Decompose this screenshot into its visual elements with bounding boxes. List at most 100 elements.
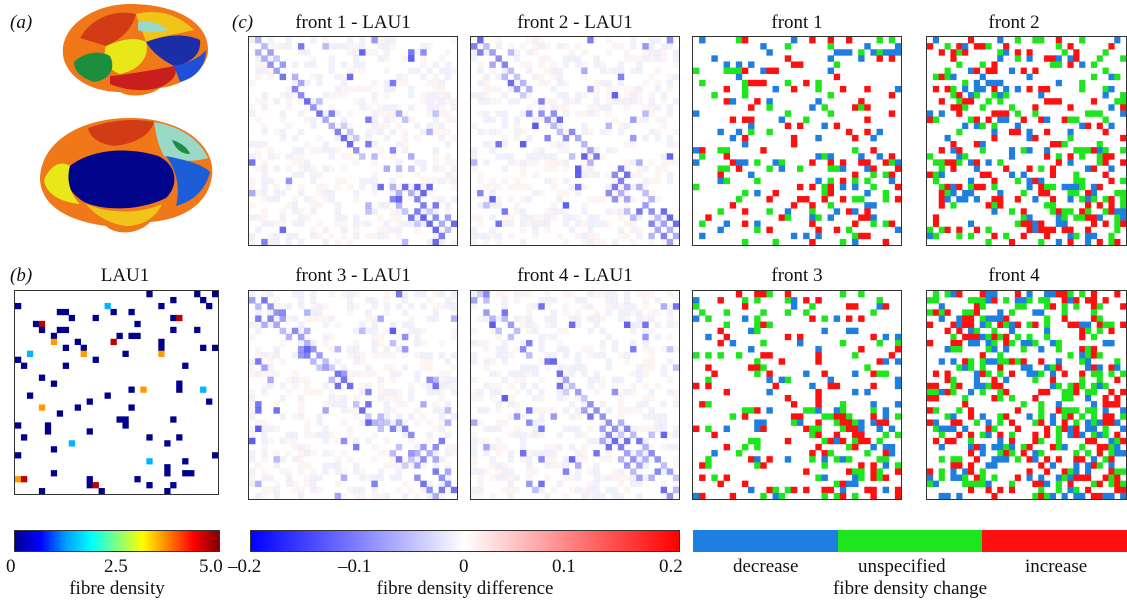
matrix-cell bbox=[255, 492, 262, 499]
matrix-cell bbox=[44, 428, 52, 435]
matrix-cell bbox=[359, 104, 366, 111]
matrix-cell bbox=[426, 183, 433, 191]
matrix-cell bbox=[630, 309, 637, 316]
matrix-cell bbox=[1108, 202, 1115, 209]
matrix-cell bbox=[997, 486, 1004, 494]
matrix-cell bbox=[146, 458, 153, 465]
matrix-cell bbox=[389, 462, 397, 469]
matrix-cell bbox=[754, 437, 761, 445]
matrix-cell bbox=[328, 388, 335, 396]
matrix-cell bbox=[444, 358, 452, 365]
matrix-cell bbox=[672, 128, 679, 136]
matrix-cell bbox=[401, 128, 409, 136]
matrix-cell bbox=[593, 309, 600, 316]
matrix-cell bbox=[389, 189, 397, 197]
matrix-cell bbox=[273, 220, 280, 227]
matrix-cell bbox=[340, 468, 348, 475]
matrix-cell bbox=[426, 189, 433, 197]
matrix-cell bbox=[950, 147, 957, 154]
matrix-cell bbox=[882, 358, 890, 365]
matrix-cell bbox=[809, 431, 816, 439]
matrix-cell bbox=[1120, 486, 1126, 494]
matrix-cell bbox=[316, 104, 323, 111]
matrix-cell bbox=[359, 382, 366, 390]
matrix-cell bbox=[821, 456, 828, 463]
matrix-cell bbox=[1038, 492, 1045, 499]
matrix-cell bbox=[353, 358, 360, 365]
matrix-cell bbox=[1085, 238, 1092, 245]
matrix-cell bbox=[852, 431, 859, 439]
matrix-cell bbox=[790, 297, 798, 304]
matrix-cell bbox=[623, 183, 631, 191]
matrix-cell bbox=[1073, 456, 1080, 463]
matrix-cell bbox=[858, 159, 865, 166]
matrix-cell bbox=[340, 376, 348, 384]
matrix-cell bbox=[827, 92, 835, 99]
matrix-cell bbox=[882, 189, 890, 197]
matrix-cell bbox=[249, 431, 256, 439]
matrix-cell bbox=[322, 462, 329, 469]
matrix-cell bbox=[532, 159, 539, 166]
matrix-cell bbox=[285, 43, 293, 50]
matrix-cell bbox=[438, 407, 446, 414]
matrix-cell bbox=[654, 226, 661, 234]
matrix-cell bbox=[870, 486, 877, 494]
matrix-cell bbox=[334, 110, 342, 117]
matrix-cell bbox=[852, 352, 859, 359]
matrix-cell bbox=[550, 297, 557, 304]
matrix-cell bbox=[797, 339, 804, 347]
matrix-cell bbox=[365, 309, 372, 316]
matrix-cell bbox=[967, 159, 975, 166]
matrix-cell bbox=[1032, 220, 1039, 227]
matrix-cell bbox=[1044, 480, 1051, 488]
matrix-cell bbox=[316, 73, 323, 81]
matrix-cell bbox=[973, 333, 980, 341]
matrix-cell bbox=[483, 407, 490, 414]
matrix-cell bbox=[858, 55, 865, 62]
matrix-cell bbox=[693, 67, 700, 75]
matrix-cell bbox=[408, 315, 415, 322]
matrix-cell bbox=[519, 413, 527, 420]
matrix-cell bbox=[1114, 401, 1121, 408]
matrix-cell bbox=[648, 407, 655, 414]
matrix-cell bbox=[581, 202, 588, 209]
matrix-cell bbox=[1067, 128, 1074, 136]
matrix-cell bbox=[519, 315, 527, 322]
matrix-cell bbox=[1079, 196, 1086, 203]
matrix-cell bbox=[956, 364, 963, 371]
matrix-cell bbox=[556, 73, 564, 81]
matrix-cell bbox=[741, 220, 749, 227]
matrix-cell bbox=[432, 456, 439, 463]
matrix-cell bbox=[1055, 382, 1062, 390]
matrix-cell bbox=[304, 214, 311, 221]
matrix-cell bbox=[544, 208, 551, 215]
matrix-cell bbox=[371, 333, 378, 341]
matrix-cell bbox=[723, 220, 731, 227]
matrix-cell bbox=[587, 196, 594, 203]
matrix-cell bbox=[297, 407, 305, 414]
matrix-cell bbox=[526, 370, 533, 377]
matrix-cell bbox=[821, 153, 828, 160]
matrix-cell bbox=[483, 141, 490, 148]
matrix-cell bbox=[471, 376, 478, 384]
matrix-cell bbox=[414, 214, 421, 221]
matrix-cell bbox=[249, 202, 256, 209]
matrix-cell bbox=[766, 291, 773, 298]
matrix-cell bbox=[562, 327, 570, 335]
matrix-cell bbox=[991, 456, 998, 463]
matrix-cell bbox=[426, 376, 433, 384]
matrix-cell bbox=[255, 55, 262, 62]
matrix-cell bbox=[273, 456, 280, 463]
change-cat-decrease: decrease bbox=[733, 556, 799, 577]
matrix-cell bbox=[353, 67, 360, 75]
matrix-cell bbox=[1120, 321, 1126, 329]
matrix-cell bbox=[438, 456, 446, 463]
matrix-cell bbox=[882, 443, 890, 451]
matrix-cell bbox=[1008, 358, 1016, 365]
matrix-cell bbox=[483, 43, 490, 50]
matrix-cell bbox=[1114, 226, 1121, 234]
matrix-cell bbox=[587, 327, 594, 335]
matrix-cell bbox=[660, 425, 668, 433]
matrix-cell bbox=[821, 370, 828, 377]
matrix-cell bbox=[672, 364, 679, 371]
